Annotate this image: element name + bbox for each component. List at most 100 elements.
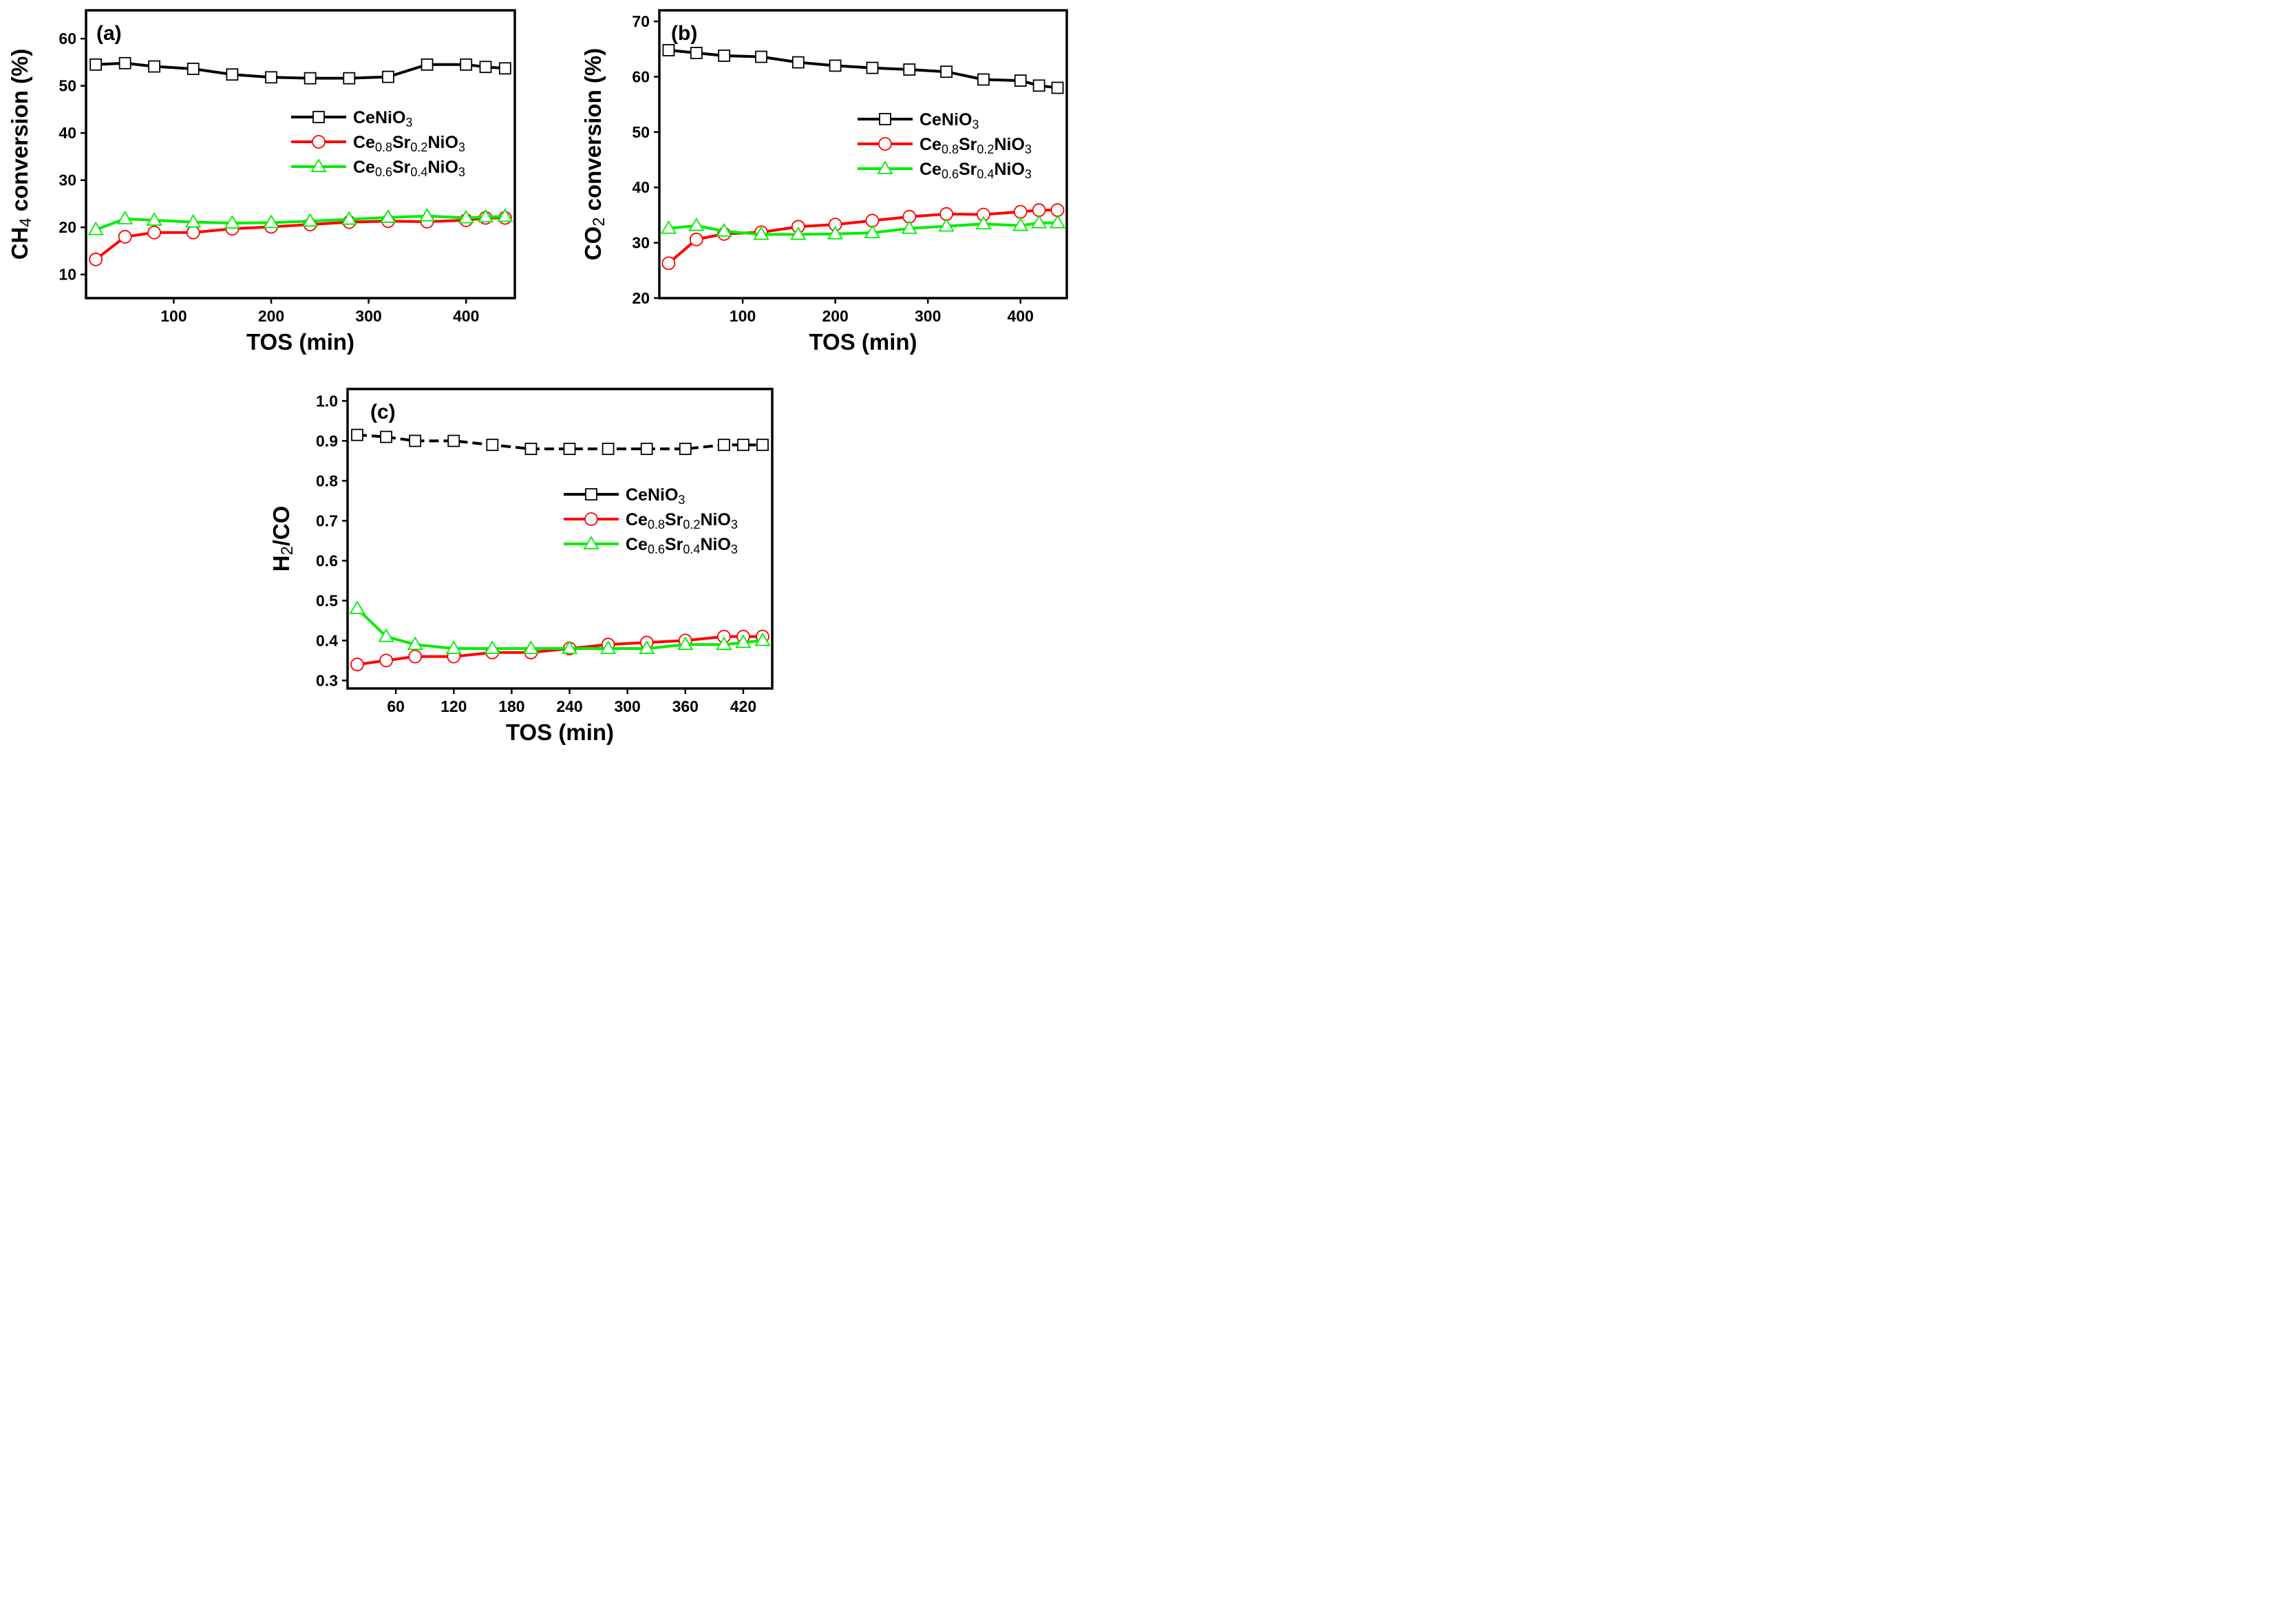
- y-tick-label: 50: [59, 77, 76, 95]
- x-tick-label: 300: [614, 697, 640, 715]
- data-point: [484, 640, 500, 654]
- legend-label: Ce0.8Sr0.2NiO3: [353, 133, 465, 154]
- data-point: [89, 252, 103, 266]
- y-tick-label: 40: [632, 178, 650, 196]
- data-point: [497, 208, 513, 222]
- x-tick-label: 180: [498, 697, 524, 715]
- data-point: [639, 640, 655, 654]
- legend-marker: [312, 111, 325, 123]
- data-point: [341, 211, 357, 225]
- data-point: [975, 215, 992, 230]
- data-point: [600, 640, 617, 654]
- y-tick-label: 30: [59, 171, 76, 189]
- y-tick-label: 0.5: [316, 591, 338, 609]
- data-point: [903, 63, 916, 76]
- data-point: [754, 632, 771, 646]
- legend-label-part: 3: [678, 493, 685, 507]
- x-tick-label: 300: [915, 307, 941, 325]
- figure-svg: 100 200 300 400 10 20 30 40 50 60 TOS (min) CH4 con…: [7, 9, 1068, 745]
- legend-item: Ce0.8Sr0.2NiO3: [858, 135, 1032, 156]
- legend-label-part: 3: [458, 165, 465, 179]
- data-point: [187, 63, 200, 75]
- data-point: [940, 65, 953, 78]
- legend-item: Ce0.6Sr0.4NiO3: [291, 158, 465, 179]
- data-point: [864, 224, 881, 239]
- data-point: [498, 62, 511, 75]
- data-point: [302, 213, 319, 227]
- legend-marker: [312, 135, 326, 149]
- x-tick-label: 400: [1008, 307, 1034, 325]
- legend-label: Ce0.8Sr0.2NiO3: [626, 510, 738, 531]
- legend-label-part: 0.6: [648, 543, 665, 556]
- y-tick-label: 70: [632, 12, 650, 30]
- y-tick-label: 0.3: [316, 671, 338, 689]
- y-tick-label: 20: [632, 289, 650, 307]
- y-tick-label: 0.7: [316, 512, 338, 529]
- legend-item: CeNiO3: [858, 110, 979, 131]
- legend-label: CeNiO3: [626, 485, 685, 507]
- data-point: [89, 58, 103, 71]
- legend-label-part: Ce: [920, 160, 942, 179]
- data-point: [349, 600, 365, 614]
- x-tick-label: 300: [355, 307, 381, 325]
- x-tick-label: 100: [160, 307, 187, 325]
- data-point: [790, 226, 807, 240]
- y-tick-label: 60: [59, 30, 76, 48]
- data-point: [118, 56, 131, 70]
- panel-a: 100 200 300 400 10 20 30 40 50 60 TOS (min) CH4 con…: [7, 9, 516, 355]
- data-point: [343, 72, 356, 85]
- data-point: [561, 640, 578, 654]
- data-point: [524, 443, 538, 455]
- legend-label-part: NiO: [994, 160, 1024, 179]
- legend-label: Ce0.8Sr0.2NiO3: [920, 135, 1032, 156]
- data-point: [1050, 203, 1065, 218]
- y-tick-label: 0.6: [316, 551, 338, 569]
- data-point: [379, 653, 393, 668]
- data-point: [146, 212, 162, 226]
- legend-label-part: 0.2: [977, 143, 994, 156]
- data-point: [662, 43, 675, 56]
- legend-label-part: NiO: [700, 510, 730, 529]
- legend-label: Ce0.6Sr0.4NiO3: [353, 158, 465, 179]
- legend-label-part: 0.4: [977, 167, 994, 181]
- data-point: [737, 439, 750, 452]
- panel-b: 100 200 300 400 20 30 40 50 60 70 TOS (min) CO2 con…: [580, 9, 1068, 355]
- series-triangle: [349, 600, 771, 654]
- data-point: [447, 434, 460, 448]
- legend-label-part: Sr: [392, 158, 411, 177]
- legend-marker: [585, 488, 597, 501]
- data-point: [1049, 214, 1066, 229]
- legend-label-part: 0.4: [410, 165, 427, 179]
- series-circle: [661, 203, 1065, 271]
- data-point: [458, 209, 474, 224]
- legend-label-part: NiO: [427, 133, 458, 152]
- data-point: [1012, 217, 1029, 231]
- panel-label: (c): [370, 401, 396, 423]
- data-point: [1032, 79, 1045, 92]
- y-axis-label-group: H2/CO: [268, 506, 297, 572]
- legend-label-part: NiO: [427, 158, 458, 177]
- data-point: [265, 71, 277, 84]
- legend-label-part: Ce: [353, 133, 375, 152]
- x-tick-label: 240: [556, 697, 582, 715]
- legend-marker: [583, 536, 599, 549]
- data-point: [460, 58, 473, 71]
- y-axis-label-part: 2: [278, 546, 297, 555]
- data-point: [660, 220, 677, 234]
- legend-marker: [310, 158, 327, 172]
- data-point: [380, 209, 396, 223]
- x-tick-label: 400: [453, 307, 479, 325]
- x-tick-label: 100: [730, 307, 756, 325]
- data-point: [407, 636, 423, 651]
- y-axis-label-part: CH: [7, 227, 32, 260]
- data-point: [1031, 214, 1048, 229]
- y-axis-label-part: 4: [17, 218, 35, 227]
- data-point: [1051, 81, 1064, 94]
- data-point: [938, 218, 955, 232]
- data-point: [186, 225, 200, 240]
- panel-c: 60 120 180 240 300 360 420 0.3 0.4 0.5 0.6 0.7 0.8 0.…: [268, 388, 774, 745]
- data-point: [717, 439, 730, 452]
- data-point: [827, 225, 844, 240]
- legend-label-part: 0.8: [942, 143, 959, 156]
